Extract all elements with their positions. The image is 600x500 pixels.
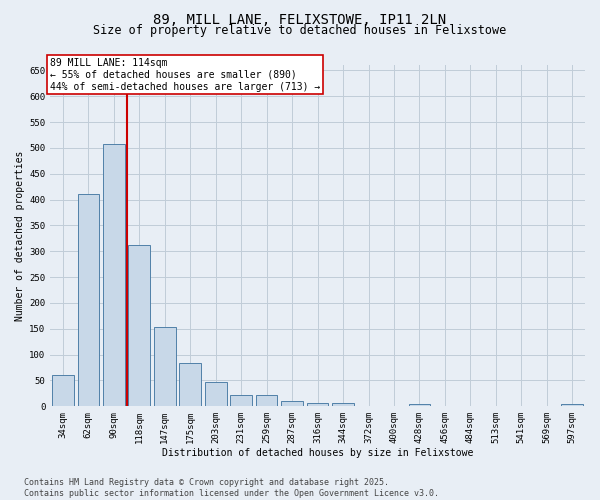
Text: 89, MILL LANE, FELIXSTOWE, IP11 2LN: 89, MILL LANE, FELIXSTOWE, IP11 2LN xyxy=(154,12,446,26)
Bar xyxy=(409,404,430,406)
Bar xyxy=(128,245,150,406)
Bar xyxy=(230,395,252,406)
X-axis label: Distribution of detached houses by size in Felixstowe: Distribution of detached houses by size … xyxy=(162,448,473,458)
Bar xyxy=(332,402,354,406)
Y-axis label: Number of detached properties: Number of detached properties xyxy=(15,150,25,321)
Text: Size of property relative to detached houses in Felixstowe: Size of property relative to detached ho… xyxy=(94,24,506,37)
Bar xyxy=(562,404,583,406)
Bar xyxy=(205,382,227,406)
Bar xyxy=(77,194,99,406)
Bar xyxy=(154,327,176,406)
Bar xyxy=(256,395,277,406)
Text: 89 MILL LANE: 114sqm
← 55% of detached houses are smaller (890)
44% of semi-deta: 89 MILL LANE: 114sqm ← 55% of detached h… xyxy=(50,58,320,92)
Bar xyxy=(103,144,125,406)
Bar xyxy=(307,402,328,406)
Bar xyxy=(281,401,303,406)
Bar xyxy=(52,375,74,406)
Bar xyxy=(179,364,201,406)
Text: Contains HM Land Registry data © Crown copyright and database right 2025.
Contai: Contains HM Land Registry data © Crown c… xyxy=(24,478,439,498)
